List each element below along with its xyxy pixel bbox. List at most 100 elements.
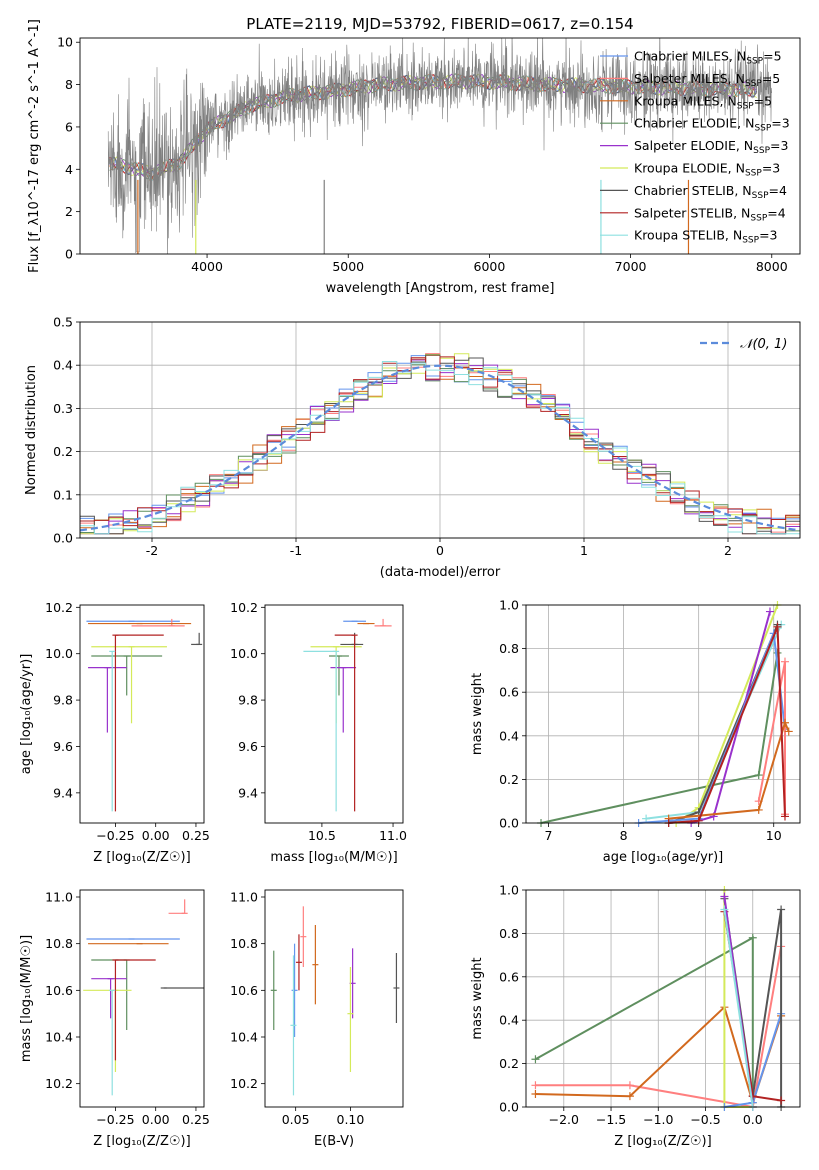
x-tick-label: 0 [436, 543, 444, 558]
y-axis-label: mass weight [470, 673, 485, 755]
x-tick-label: 0.0 [743, 1112, 763, 1127]
y-tick-label: 9.8 [238, 693, 258, 708]
spectrum-axes: 4000 5000 6000 7000 8000 0 2 4 6 8 10 wavelength [A… [27, 19, 788, 296]
marker-3-1 [642, 814, 651, 823]
marker-7-3 [777, 1096, 786, 1105]
age_vs_mass-axes: 10.5 11.0 9.4 9.6 9.8 10.0 10.2 mass [log₁₀(M/M… [230, 600, 407, 865]
x-tick-label: 4000 [191, 259, 223, 274]
y-tick-label: 10.2 [230, 1076, 258, 1091]
x-tick-label: −0.25 [96, 828, 134, 843]
marker-9-4 [780, 812, 789, 821]
histogram-8 [80, 356, 800, 538]
legend-label-3: Kroupa MILES, NSSP=5 [634, 93, 772, 111]
mass_vs_EBV-plot [270, 906, 400, 1096]
legend-label-1: Chabrier MILES, NSSP=5 [634, 49, 782, 67]
y-axis-label: mass weight [470, 957, 485, 1039]
residuals-frame [79, 321, 801, 539]
y-tick-label: 10.6 [230, 983, 258, 998]
y-tick-label: 0.2 [53, 444, 73, 459]
y-tick-label: 8 [65, 77, 73, 92]
y-axis-label: age [log₁₀(age/yr)] [19, 654, 34, 775]
marker-2-1 [531, 1081, 540, 1090]
residuals-plot [80, 353, 800, 538]
y-tick-label: 10.8 [45, 936, 73, 951]
x-tick-label: 8000 [756, 259, 788, 274]
age_vs_mass-plot [303, 618, 392, 812]
y-tick-label: 0.0 [499, 1100, 519, 1115]
marker-5-3 [765, 607, 774, 616]
y-tick-label: 9.4 [238, 785, 258, 800]
x-tick-label: 5000 [332, 259, 364, 274]
x-axis-label: mass [log₁₀(M/M☉)] [270, 850, 397, 865]
y-tick-label: 0.4 [499, 1013, 519, 1028]
data-spectrum-line [107, 38, 772, 254]
x-tick-label: 0.25 [182, 1112, 210, 1127]
x-tick-label: 2 [724, 543, 732, 558]
x-tick-label: −2.0 [549, 1112, 579, 1127]
legend-label-9: Kroupa STELIB, NSSP=3 [634, 228, 778, 246]
marker-1-2 [754, 771, 763, 780]
x-tick-label: -1 [290, 543, 302, 558]
age_vs_Z-axes: −0.25 0.00 0.25 9.4 9.6 9.8 10.0 10.2 Z [log₁₀(Z… [19, 600, 210, 865]
y-tick-label: 10 [57, 35, 73, 50]
x-tick-label: 10.5 [308, 828, 336, 843]
x-tick-label: -2 [146, 543, 158, 558]
y-tick-label: 10.2 [45, 600, 73, 615]
x-tick-label: 7 [545, 828, 553, 843]
legend-label-4: Chabrier ELODIE, NSSP=3 [634, 116, 790, 134]
x-tick-label: −0.5 [690, 1112, 720, 1127]
x-tick-label: 11.0 [379, 828, 407, 843]
series-line-5 [690, 611, 771, 824]
legend-label-8: Salpeter STELIB, NSSP=4 [634, 205, 786, 223]
residuals-legend: 𝒩(0, 1) [700, 337, 787, 352]
y-tick-label: 0.5 [53, 315, 73, 330]
y-tick-label: 0.8 [499, 641, 519, 656]
marker-9-2 [694, 816, 703, 825]
weight_vs_age-plot [537, 601, 793, 827]
gaussian-curve [80, 364, 800, 532]
spectrum-plot [107, 38, 772, 254]
y-tick-label: 0.4 [499, 728, 519, 743]
x-axis-label: (data-model)/error [380, 565, 501, 580]
mass_vs_EBV-axes: 0.05 0.10 10.2 10.4 10.6 10.8 11.0 E(B-V) [230, 890, 364, 1150]
y-tick-label: 0.2 [499, 772, 519, 787]
x-tick-label: 0.00 [142, 1112, 170, 1127]
model-line-5 [109, 73, 758, 177]
weight_vs_age-axes: 7 8 9 10 0.0 0.2 0.4 0.6 0.8 1.0 age [log₁₀(age/yr… [470, 598, 800, 865]
x-tick-label: −1.5 [596, 1112, 626, 1127]
y-tick-label: 10.4 [230, 1030, 258, 1045]
y-tick-label: 1.0 [499, 883, 519, 898]
spectrum-legend: Chabrier MILES, NSSP=5 Salpeter MILES, NS… [600, 49, 790, 246]
mass_vs_Z-axes: −0.25 0.00 0.25 10.2 10.4 10.6 10.8 11.0 Z [log₁… [19, 890, 210, 1150]
figure-title: PLATE=2119, MJD=53792, FIBERID=0617, z=0… [246, 15, 633, 33]
y-tick-label: 0.1 [53, 487, 73, 502]
age_vs_Z-frame [79, 604, 205, 824]
y-tick-label: 10.2 [45, 1076, 73, 1091]
weight_vs_age-frame [525, 604, 801, 824]
y-tick-label: 0.3 [53, 401, 73, 416]
marker-1-1 [531, 1055, 540, 1064]
marker-8-3 [780, 718, 789, 727]
x-axis-label: Z [log₁₀(Z/Z☉)] [614, 1134, 711, 1149]
x-axis-label: wavelength [Angstrom, rest frame] [326, 281, 555, 296]
marker-9-1 [720, 905, 729, 914]
mass_vs_Z-frame [79, 889, 205, 1108]
y-tick-label: 10.0 [45, 646, 73, 661]
y-tick-label: 0.6 [499, 969, 519, 984]
series-line-2 [535, 946, 783, 1109]
weight_vs_Z-plot [531, 886, 786, 1111]
legend-label-gaussian: 𝒩(0, 1) [740, 337, 787, 352]
marker-8-1 [720, 892, 729, 901]
x-tick-label: 0.05 [282, 1112, 310, 1127]
y-axis-label: Normed distribution [24, 365, 39, 495]
y-axis-label: Flux [f_λ10^-17 erg cm^-2 s^-1 A^-1] [27, 19, 42, 273]
x-tick-label: 8 [620, 828, 628, 843]
marker-8-2 [754, 805, 763, 814]
y-axis-label: mass [log₁₀(M/M☉)] [19, 935, 34, 1062]
marker-3-2 [625, 1092, 634, 1101]
series-line-1 [540, 652, 779, 824]
marker-9-3 [773, 622, 782, 631]
spectrum-frame [79, 37, 801, 255]
